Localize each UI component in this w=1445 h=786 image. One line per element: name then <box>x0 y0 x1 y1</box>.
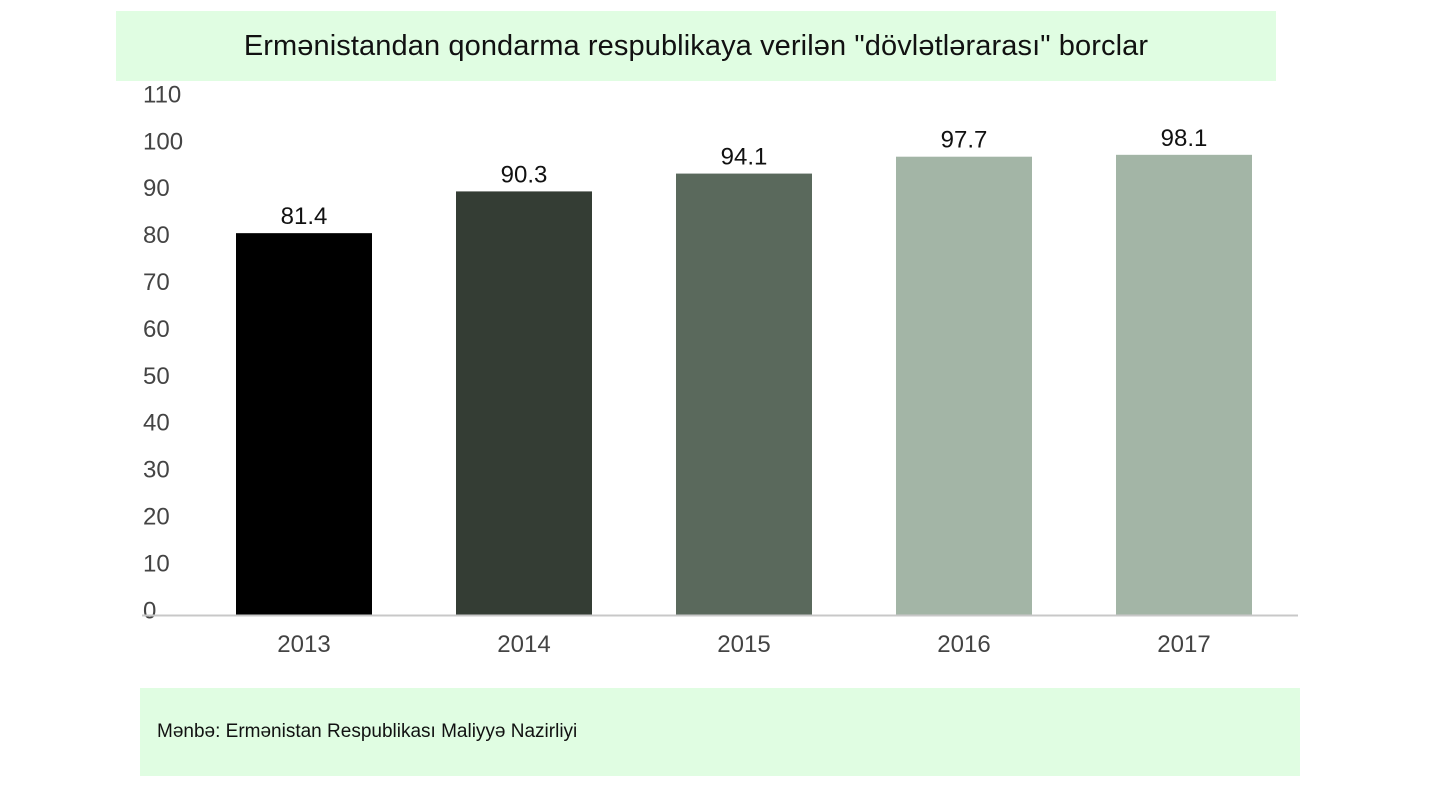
y-tick-label: 50 <box>143 363 170 390</box>
y-axis: 0 10 20 30 40 50 60 70 80 90 100 110 <box>143 81 183 624</box>
x-tick-label: 2017 <box>1157 631 1210 658</box>
chart-title-panel: Ermənistandan qondarma respublikaya veri… <box>116 11 1276 81</box>
bar <box>896 156 1032 615</box>
y-tick-label: 70 <box>143 269 170 296</box>
y-tick-label: 30 <box>143 457 170 484</box>
y-tick-label: 110 <box>143 81 181 108</box>
y-tick-label: 20 <box>143 504 170 531</box>
y-tick-label: 90 <box>143 175 170 202</box>
bar <box>676 173 812 615</box>
y-tick-label: 80 <box>143 222 170 249</box>
bar-value-label: 81.4 <box>281 203 328 230</box>
bar <box>236 233 372 615</box>
x-tick-label: 2015 <box>717 631 770 658</box>
source-panel: Mənbə: Ermənistan Respublikası Maliyyə N… <box>140 688 1300 776</box>
bar-value-label: 94.1 <box>721 144 768 171</box>
source-note: Mənbə: Ermənistan Respublikası Maliyyə N… <box>157 721 578 742</box>
data-labels: 81.4 90.3 94.1 97.7 98.1 <box>281 125 1208 230</box>
bar-value-label: 97.7 <box>941 127 988 154</box>
x-axis: 2013 2014 2015 2016 2017 <box>277 631 1210 658</box>
x-tick-label: 2013 <box>277 631 330 658</box>
bar <box>1116 154 1252 615</box>
y-tick-label: 10 <box>143 550 170 577</box>
y-tick-label: 60 <box>143 316 170 343</box>
bar-series <box>236 154 1252 616</box>
bar-value-label: 98.1 <box>1161 125 1208 152</box>
x-tick-label: 2016 <box>937 631 990 658</box>
bar-value-label: 90.3 <box>501 161 548 188</box>
bar <box>456 191 592 616</box>
chart-title: Ermənistandan qondarma respublikaya veri… <box>243 29 1149 62</box>
x-tick-label: 2014 <box>497 631 550 658</box>
y-tick-label: 100 <box>143 128 183 155</box>
y-tick-label: 40 <box>143 410 170 437</box>
y-tick-label: 0 <box>143 597 156 624</box>
